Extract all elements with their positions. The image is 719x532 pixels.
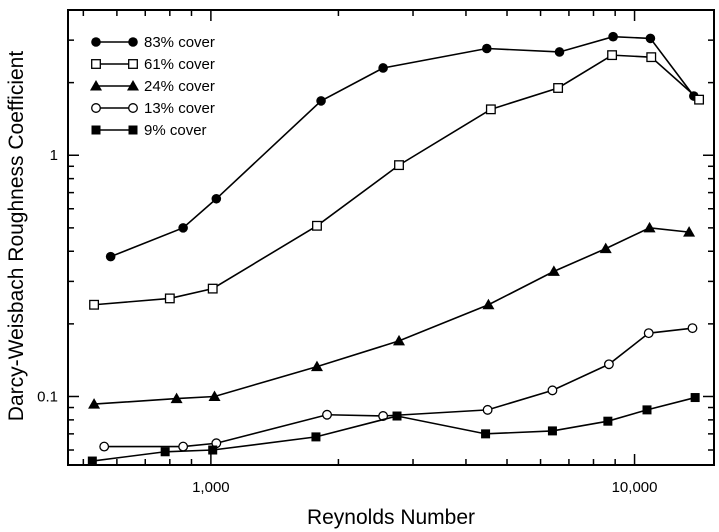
data-point (643, 328, 654, 339)
data-point (207, 283, 218, 294)
y-axis-label: Darcy-Weisbach Roughness Coefficient (5, 51, 28, 422)
legend-marker (128, 125, 138, 135)
x-tick-label: 10,000 (612, 479, 658, 496)
legend-item: 61% cover (91, 56, 215, 73)
y-tick-label: 1 (50, 147, 58, 164)
legend-marker (90, 80, 102, 91)
data-point (547, 265, 560, 276)
series-3 (88, 221, 696, 409)
data-point (482, 43, 492, 54)
legend-label: 24% cover (144, 78, 215, 95)
x-axis-label: Reynolds Number (307, 506, 475, 529)
series-line (92, 396, 696, 462)
legend-marker (127, 80, 139, 91)
data-point (607, 50, 618, 61)
legend-marker (91, 103, 101, 113)
data-point (553, 83, 564, 93)
data-point (393, 334, 406, 346)
data-point (105, 251, 116, 262)
legend-item: 24% cover (90, 78, 215, 95)
series-2 (89, 50, 705, 310)
series-5 (87, 393, 700, 466)
legend-marker (91, 37, 101, 47)
data-point (608, 31, 618, 42)
data-point (310, 360, 323, 372)
data-point (485, 104, 496, 115)
data-point (316, 96, 326, 106)
data-point (208, 445, 218, 455)
series-line (93, 54, 700, 306)
axis-ticks: 1,000 10,000 0.1 1 (37, 9, 714, 496)
data-point (599, 242, 612, 254)
legend-marker (128, 37, 138, 47)
data-point (690, 393, 700, 403)
data-point (88, 398, 101, 409)
plot-frame (67, 9, 715, 466)
data-point (87, 456, 97, 466)
data-point (322, 409, 332, 420)
legend-marker (128, 103, 138, 113)
legend-item: 13% cover (91, 100, 215, 117)
legend-item: 9% cover (91, 122, 207, 139)
data-point (211, 193, 222, 204)
legend-marker (91, 125, 101, 135)
data-point (642, 405, 652, 415)
legend-marker (128, 59, 138, 69)
data-point (547, 426, 557, 436)
series-line (94, 227, 690, 405)
series-1 (105, 31, 699, 262)
data-point (99, 441, 110, 452)
data-point (687, 323, 698, 334)
data-point (481, 429, 491, 439)
data-point (164, 293, 175, 304)
data-point (311, 432, 321, 442)
data-point (683, 226, 696, 237)
data-point (170, 392, 183, 404)
series-line (104, 327, 693, 448)
data-point (643, 221, 656, 233)
x-tick-label: 1,000 (192, 479, 230, 496)
data-point (392, 411, 402, 421)
legend: 83% cover 61% cover 24% cover 13% cover 9% c… (90, 34, 215, 139)
legend-label: 9% cover (144, 122, 207, 139)
data-point (603, 359, 614, 370)
legend-label: 13% cover (144, 100, 215, 117)
data-point (312, 220, 322, 231)
data-point (89, 299, 100, 310)
legend-marker (91, 59, 101, 69)
data-point (547, 385, 558, 396)
data-point (646, 52, 657, 63)
data-point (603, 416, 613, 426)
data-point (645, 33, 656, 44)
data-point (378, 63, 388, 73)
data-point (160, 447, 170, 457)
series-group (87, 31, 705, 466)
legend-label: 83% cover (144, 34, 215, 51)
data-point (482, 404, 493, 415)
data-point (554, 47, 565, 57)
data-point (178, 223, 188, 233)
data-point (208, 390, 221, 401)
data-point (394, 160, 404, 171)
legend-label: 61% cover (144, 56, 215, 73)
data-point (694, 94, 705, 105)
series-line (110, 35, 695, 258)
data-point (482, 298, 495, 310)
legend-item: 83% cover (91, 34, 215, 51)
y-tick-label: 0.1 (37, 388, 58, 405)
data-point (178, 441, 189, 452)
series-4 (99, 323, 698, 452)
